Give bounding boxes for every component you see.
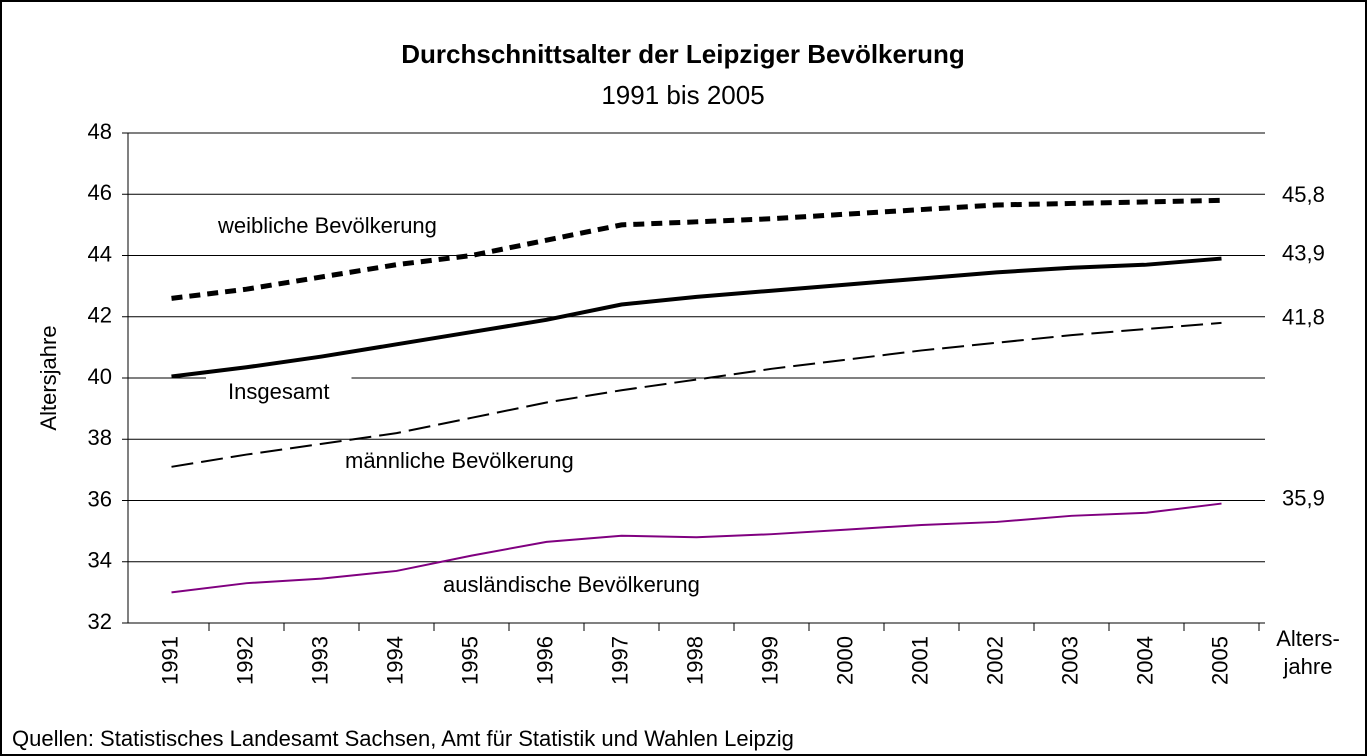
y-tick-label: 48 bbox=[88, 119, 112, 144]
x-tick-label: 1994 bbox=[382, 636, 407, 685]
value-label: 45,8 bbox=[1282, 182, 1325, 207]
chart-title: Durchschnittsalter der Leipziger Bevölke… bbox=[401, 39, 964, 69]
value-label: 43,9 bbox=[1282, 240, 1325, 265]
x-tick-label: 1996 bbox=[532, 636, 557, 685]
label-background bbox=[323, 441, 596, 479]
series-label: ausländische Bevölkerung bbox=[443, 572, 700, 597]
x-tick-label: 1995 bbox=[457, 636, 482, 685]
x-tick-label: 2001 bbox=[907, 636, 932, 685]
y2-axis-label: jahre bbox=[1283, 654, 1333, 679]
y-tick-label: 36 bbox=[88, 486, 112, 511]
x-tick-label: 2000 bbox=[832, 636, 857, 685]
y-tick-label: 34 bbox=[88, 548, 112, 573]
chart-subtitle: 1991 bis 2005 bbox=[601, 80, 764, 110]
series-line bbox=[171, 256, 1222, 379]
x-tick-label: 1997 bbox=[607, 636, 632, 685]
x-tick-label: 1998 bbox=[682, 636, 707, 685]
label-background bbox=[421, 565, 722, 603]
series-label: Insgesamt bbox=[228, 379, 330, 404]
series-line bbox=[171, 197, 1222, 301]
x-tick-label: 1993 bbox=[307, 636, 332, 685]
label-background bbox=[195, 206, 459, 244]
x-tick-label: 2005 bbox=[1207, 636, 1232, 685]
x-tick-label: 1992 bbox=[232, 636, 257, 685]
y-tick-label: 42 bbox=[88, 303, 112, 328]
y-tick-label: 32 bbox=[88, 609, 112, 634]
series-line bbox=[171, 321, 1222, 468]
value-label: 41,8 bbox=[1282, 305, 1325, 330]
y-tick-label: 44 bbox=[88, 241, 112, 266]
value-label: 35,9 bbox=[1282, 485, 1325, 510]
x-tick-label: 1999 bbox=[757, 636, 782, 685]
y-tick-label: 40 bbox=[88, 364, 112, 389]
x-tick-label: 2002 bbox=[982, 636, 1007, 685]
y-axis-label: Altersjahre bbox=[36, 325, 61, 430]
x-tick-label: 2004 bbox=[1132, 636, 1157, 685]
y2-axis-label: Alters- bbox=[1276, 626, 1340, 651]
series-line bbox=[171, 502, 1222, 594]
series-label: weibliche Bevölkerung bbox=[217, 213, 437, 238]
x-tick-label: 2003 bbox=[1057, 636, 1082, 685]
label-background bbox=[206, 372, 352, 410]
source-note: Quellen: Statistisches Landesamt Sachsen… bbox=[12, 726, 794, 751]
y-tick-label: 38 bbox=[88, 425, 112, 450]
x-tick-label: 1991 bbox=[157, 636, 182, 685]
y-tick-label: 46 bbox=[88, 180, 112, 205]
series-label: männliche Bevölkerung bbox=[345, 448, 574, 473]
